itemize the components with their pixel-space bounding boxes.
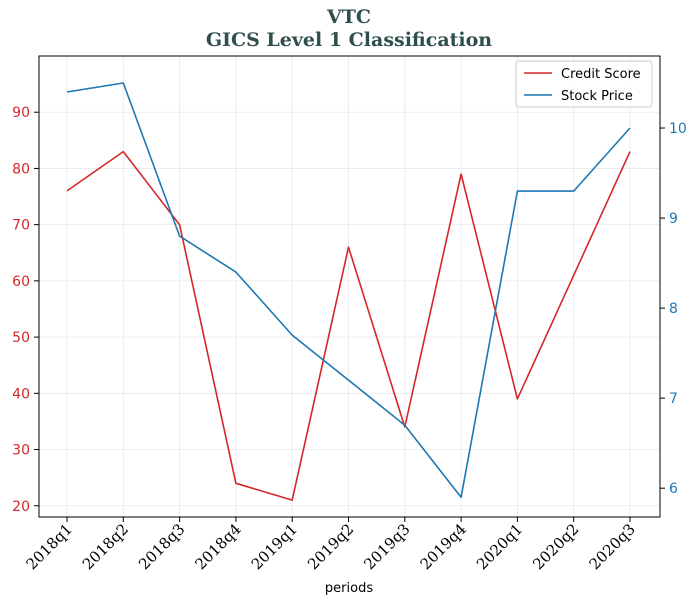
left-tick-label: 30 xyxy=(12,443,30,459)
legend-label-stock-price: Stock Price xyxy=(561,89,633,104)
left-tick-label: 90 xyxy=(12,105,30,121)
x-tick-label: 2019q2 xyxy=(304,520,357,573)
series-lines xyxy=(66,82,631,501)
chart-subtitle: GICS Level 1 Classification xyxy=(206,29,492,51)
x-axis: 2018q1 2018q2 2018q3 2018q4 2019q1 2019q2 2019… xyxy=(23,517,639,573)
grid xyxy=(39,56,660,517)
legend-label-credit-score: Credit Score xyxy=(561,67,641,82)
right-tick-label: 6 xyxy=(669,481,678,497)
left-axis: 20 30 40 50 60 70 80 90 xyxy=(12,105,39,515)
x-tick-label: 2020q3 xyxy=(586,520,639,573)
left-tick-label: 60 xyxy=(12,274,30,290)
x-tick-label: 2020q1 xyxy=(473,520,526,573)
x-axis-label: periods xyxy=(325,581,373,596)
right-tick-label: 7 xyxy=(669,391,678,407)
x-tick-label: 2018q3 xyxy=(135,520,188,573)
x-tick-label: 2019q3 xyxy=(360,520,413,573)
legend: Credit Score Stock Price xyxy=(515,60,653,108)
right-tick-label: 8 xyxy=(669,301,678,317)
x-tick-label: 2018q4 xyxy=(191,520,244,573)
right-axis: 6 7 8 9 10 xyxy=(660,121,687,497)
right-tick-label: 10 xyxy=(669,121,687,137)
left-tick-label: 50 xyxy=(12,330,30,346)
x-tick-label: 2019q4 xyxy=(417,520,470,573)
series-line-credit-score xyxy=(66,150,631,501)
x-tick-label: 2018q2 xyxy=(79,520,132,573)
series-line-stock-price xyxy=(66,82,631,499)
left-tick-label: 80 xyxy=(12,161,30,177)
left-tick-label: 40 xyxy=(12,386,30,402)
x-tick-label: 2020q2 xyxy=(529,520,582,573)
chart-title: VTC xyxy=(326,6,371,28)
left-tick-label: 70 xyxy=(12,218,30,234)
plot-frame xyxy=(38,55,661,518)
left-tick-label: 20 xyxy=(12,499,30,515)
x-tick-label: 2018q1 xyxy=(23,520,76,573)
x-tick-label: 2019q1 xyxy=(248,520,301,573)
right-tick-label: 9 xyxy=(669,211,678,227)
